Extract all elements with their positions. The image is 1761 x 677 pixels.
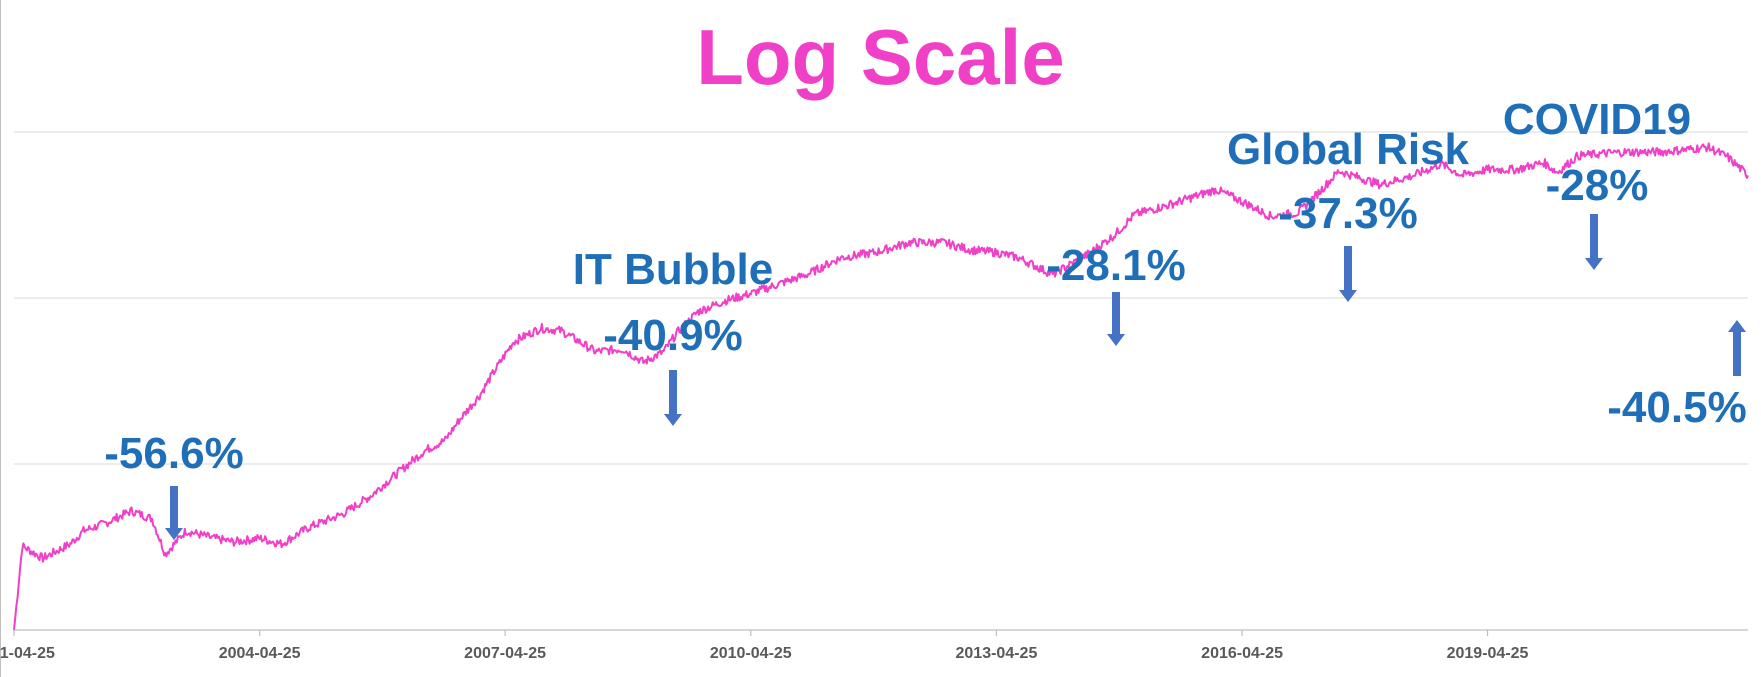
- arrow-head: [1339, 290, 1357, 302]
- series-line: [13, 142, 1749, 631]
- arrow-shaft: [1733, 332, 1741, 376]
- arrow-shaft: [669, 370, 677, 414]
- annotation-label: -28.1%: [1046, 241, 1185, 290]
- x-tick-label: 2007-04-25: [464, 645, 546, 662]
- x-tick-label: 2016-04-25: [1201, 645, 1283, 662]
- arrow-shaft: [1112, 292, 1120, 334]
- arrow-head: [1728, 320, 1746, 332]
- annotation-label: -28%: [1546, 161, 1649, 210]
- x-tick-label: 2013-04-25: [956, 645, 1038, 662]
- arrow-head: [1107, 334, 1125, 346]
- annotation-arrow: [165, 486, 183, 540]
- arrow-shaft: [1590, 214, 1598, 258]
- chart-title: Log Scale: [696, 13, 1065, 101]
- arrow-shaft: [1344, 246, 1352, 290]
- x-tick-label: 2004-04-25: [219, 645, 301, 662]
- x-tick-label: 2010-04-25: [710, 645, 792, 662]
- arrow-head: [1585, 258, 1603, 270]
- annotation-arrow: [1339, 246, 1357, 302]
- annotation-label: -56.6%: [104, 429, 243, 478]
- x-tick-label: 2019-04-25: [1447, 645, 1529, 662]
- annotation-title: Global Risk: [1227, 125, 1470, 174]
- annotation-arrow: [1585, 214, 1603, 270]
- arrow-head: [165, 528, 183, 540]
- annotation-label: -40.5%: [1607, 383, 1746, 432]
- annotation-arrow: [1107, 292, 1125, 346]
- annotation-label: -37.3%: [1278, 189, 1417, 238]
- arrow-head: [664, 414, 682, 426]
- annotation-label: -40.9%: [603, 311, 742, 360]
- annotation-arrow: [1728, 320, 1746, 376]
- x-tick-label: 2001-04-25: [0, 645, 55, 662]
- annotation-arrow: [664, 370, 682, 426]
- arrow-shaft: [170, 486, 178, 528]
- annotation-title: COVID19: [1503, 95, 1691, 144]
- annotation-title: IT Bubble: [573, 245, 773, 294]
